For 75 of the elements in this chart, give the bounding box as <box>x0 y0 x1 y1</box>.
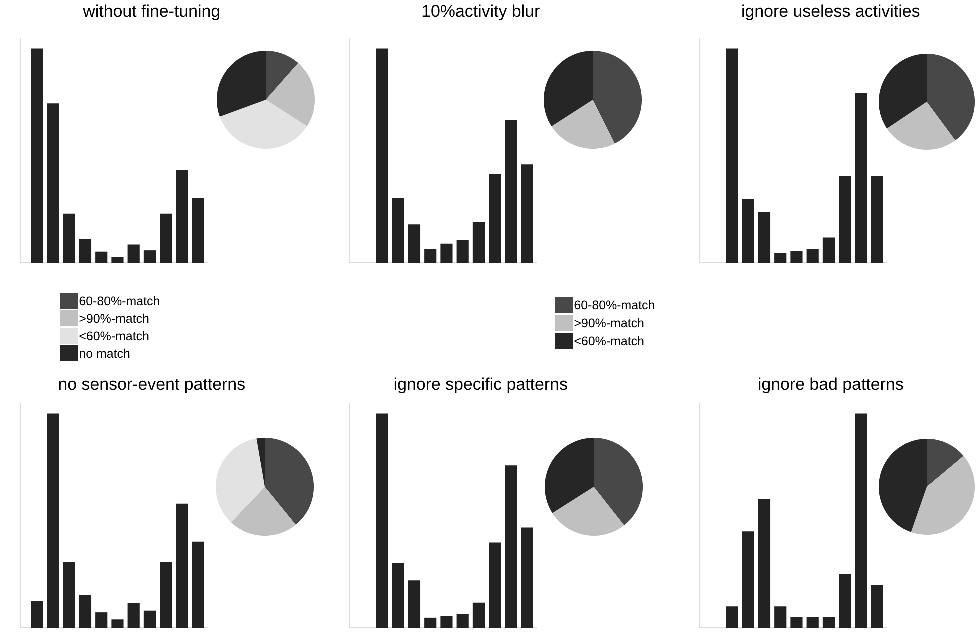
legend-label: >90%-match <box>574 318 644 328</box>
legend-label: <60%-match <box>574 336 644 346</box>
chart-title: ignore specific patterns <box>394 378 568 394</box>
bar <box>192 198 204 263</box>
bar <box>806 249 819 263</box>
bar <box>408 580 421 628</box>
chart-title: 10%activity blur <box>422 4 540 20</box>
bar <box>392 198 404 263</box>
bar <box>160 562 172 628</box>
bar <box>112 620 124 628</box>
bar <box>822 617 836 628</box>
bar <box>376 48 388 263</box>
chart-title: without fine-tuning <box>83 4 220 20</box>
bar <box>424 618 437 628</box>
bar <box>128 244 140 263</box>
bar <box>521 528 534 628</box>
bar <box>408 224 421 263</box>
bar <box>472 222 486 263</box>
bar <box>392 564 404 628</box>
legend-label: no match <box>80 348 130 358</box>
bar <box>144 250 156 263</box>
bar <box>176 504 188 628</box>
bar <box>79 238 92 263</box>
chart-title: ignore useless activities <box>742 4 920 20</box>
bar <box>79 595 92 628</box>
bar <box>96 612 108 628</box>
bar <box>774 253 787 263</box>
bar <box>774 606 787 628</box>
bar <box>758 212 771 263</box>
bar <box>440 616 453 628</box>
bar <box>456 614 469 628</box>
legend-label: <60%-match <box>80 331 149 341</box>
bar <box>521 164 534 263</box>
bar <box>456 240 469 263</box>
bar <box>31 601 44 628</box>
bar <box>806 617 819 628</box>
bar <box>47 104 60 263</box>
chart-title: ignore bad patterns <box>759 378 904 394</box>
bar <box>176 170 188 263</box>
bar <box>489 174 502 263</box>
bar <box>128 603 140 628</box>
bar <box>855 93 868 263</box>
bar <box>742 532 754 628</box>
bar <box>144 610 156 628</box>
bar <box>31 48 44 263</box>
bar <box>489 542 502 628</box>
bar <box>192 542 204 628</box>
bar <box>742 199 754 263</box>
bar <box>726 606 738 628</box>
bar <box>790 617 803 628</box>
bar <box>63 562 76 628</box>
bar <box>871 585 884 628</box>
bar <box>839 176 852 263</box>
bar <box>112 257 124 263</box>
legend-label: >90%-match <box>80 314 149 324</box>
chart-title: no sensor-event patterns <box>59 379 245 394</box>
legend-label: 60-80%-match <box>80 296 160 306</box>
bar <box>47 414 60 628</box>
bar <box>505 466 518 628</box>
bar <box>726 48 738 263</box>
bar <box>505 120 518 263</box>
bar <box>440 244 453 263</box>
bar <box>96 252 108 263</box>
bar <box>160 214 172 263</box>
bar <box>790 251 803 263</box>
bar <box>424 249 437 263</box>
bar <box>376 414 388 628</box>
bar <box>855 414 868 628</box>
legend-label: 60-80%-match <box>574 300 654 310</box>
bar <box>63 214 76 263</box>
bar <box>472 602 486 628</box>
bar <box>871 176 884 263</box>
bar <box>839 574 852 628</box>
bar <box>758 499 771 628</box>
bar <box>822 238 836 263</box>
